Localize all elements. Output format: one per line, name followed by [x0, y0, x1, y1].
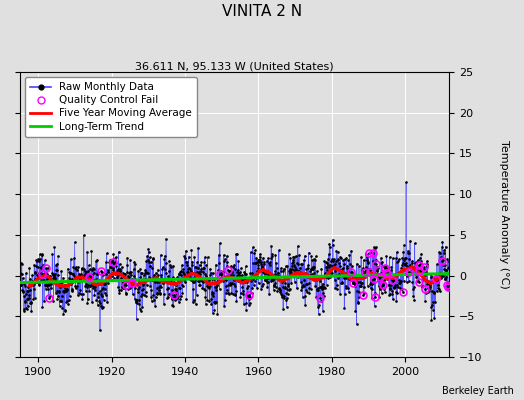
Text: Berkeley Earth: Berkeley Earth: [442, 386, 514, 396]
Text: VINITA 2 N: VINITA 2 N: [222, 4, 302, 19]
Y-axis label: Temperature Anomaly (°C): Temperature Anomaly (°C): [499, 140, 509, 289]
Legend: Raw Monthly Data, Quality Control Fail, Five Year Moving Average, Long-Term Tren: Raw Monthly Data, Quality Control Fail, …: [25, 77, 198, 137]
Title: 36.611 N, 95.133 W (United States): 36.611 N, 95.133 W (United States): [135, 61, 334, 71]
